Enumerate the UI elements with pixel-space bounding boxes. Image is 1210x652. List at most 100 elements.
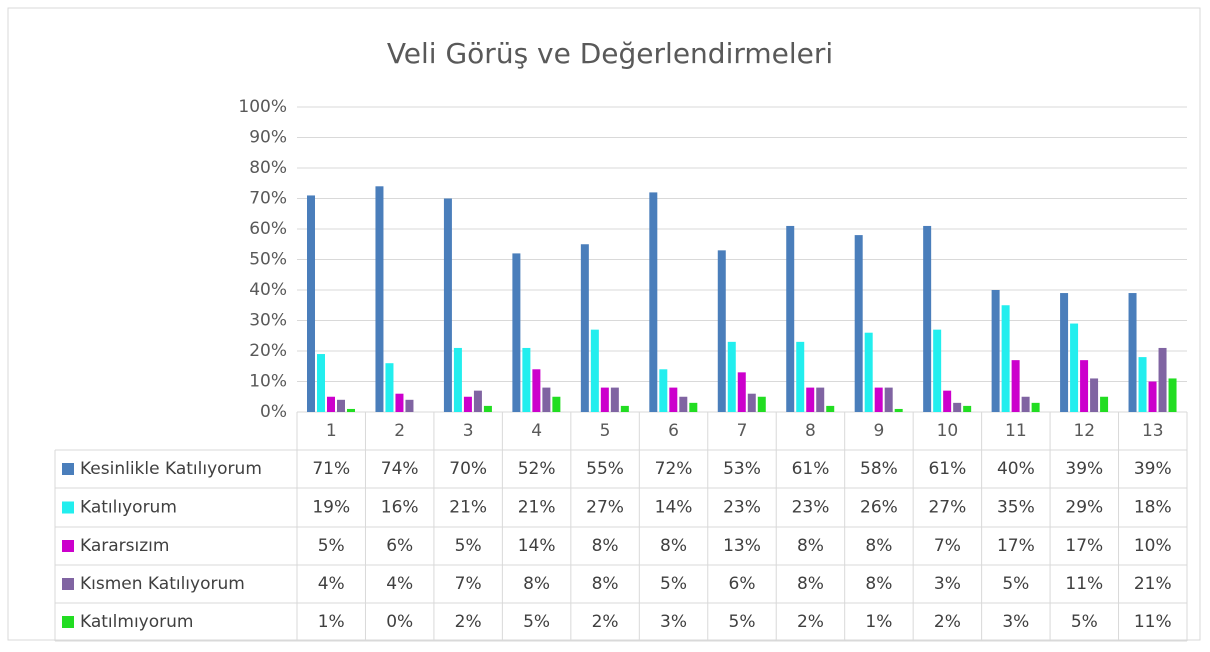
bar — [659, 369, 668, 412]
bar — [806, 387, 815, 412]
y-tick-label: 100% — [238, 97, 287, 117]
bar — [512, 253, 521, 412]
table-value: 21% — [449, 498, 487, 518]
bar — [943, 390, 952, 412]
table-value: 5% — [455, 536, 482, 556]
table-value: 23% — [723, 498, 761, 518]
table-value: 8% — [865, 574, 892, 594]
table-value: 27% — [928, 498, 966, 518]
table-value: 5% — [729, 612, 756, 632]
bar — [463, 396, 472, 412]
bar — [963, 405, 972, 412]
bar — [747, 393, 756, 412]
bar — [737, 372, 746, 412]
bar — [796, 341, 805, 412]
table-value: 8% — [865, 536, 892, 556]
legend-key — [62, 463, 74, 475]
bar — [580, 244, 589, 412]
table-value: 26% — [860, 498, 898, 518]
y-tick-label: 50% — [249, 250, 287, 270]
x-tick-label: 10 — [937, 421, 959, 441]
table-value: 35% — [997, 498, 1035, 518]
table-value: 70% — [449, 459, 487, 479]
bar — [1070, 323, 1079, 412]
x-tick-label: 2 — [394, 421, 405, 441]
table-value: 2% — [934, 612, 961, 632]
bar — [542, 387, 551, 412]
table-value: 2% — [797, 612, 824, 632]
bar — [854, 235, 863, 412]
table-value: 14% — [518, 536, 556, 556]
table-value: 1% — [318, 612, 345, 632]
table-value: 18% — [1134, 498, 1172, 518]
x-tick-label: 4 — [531, 421, 542, 441]
bar — [1138, 357, 1147, 412]
table-value: 74% — [381, 459, 419, 479]
bar — [1148, 381, 1157, 412]
table-value: 4% — [318, 574, 345, 594]
table-value: 5% — [1071, 612, 1098, 632]
table-value: 4% — [386, 574, 413, 594]
x-tick-label: 11 — [1005, 421, 1027, 441]
table-value: 6% — [386, 536, 413, 556]
table-value: 8% — [797, 574, 824, 594]
table-value: 11% — [1065, 574, 1103, 594]
x-tick-label: 9 — [874, 421, 885, 441]
table-value: 8% — [797, 536, 824, 556]
table-value: 61% — [792, 459, 830, 479]
table-value: 8% — [523, 574, 550, 594]
bar — [317, 354, 325, 412]
bar — [307, 195, 315, 412]
table-value: 19% — [312, 498, 350, 518]
bar — [600, 387, 609, 412]
legend-key — [62, 501, 74, 514]
x-tick-label: 3 — [463, 421, 474, 441]
table-value: 8% — [592, 536, 619, 556]
bar — [337, 399, 345, 412]
bar — [1080, 360, 1089, 412]
bar — [1168, 378, 1177, 412]
table-value: 17% — [1065, 536, 1103, 556]
bar — [347, 408, 355, 412]
legend-key — [62, 578, 74, 590]
table-value: 21% — [518, 498, 556, 518]
table-value: 3% — [934, 574, 961, 594]
table-value: 11% — [1134, 612, 1172, 632]
bar — [1060, 293, 1069, 412]
bar — [679, 396, 688, 412]
table-value: 39% — [1134, 459, 1172, 479]
legend-label: Katılmıyorum — [80, 612, 193, 632]
legend-label: Katılıyorum — [80, 498, 177, 518]
bar — [933, 329, 942, 412]
bar — [1021, 396, 1030, 412]
table-value: 2% — [455, 612, 482, 632]
bar — [923, 225, 932, 412]
x-tick-label: 8 — [805, 421, 816, 441]
table-value: 5% — [1002, 574, 1029, 594]
bar — [395, 393, 404, 412]
table-value: 21% — [1134, 574, 1172, 594]
bar — [483, 405, 492, 412]
bar — [522, 347, 531, 412]
bar — [1100, 396, 1109, 412]
table-value: 27% — [586, 498, 624, 518]
y-tick-label: 30% — [249, 311, 287, 331]
table-value: 1% — [865, 612, 892, 632]
bar — [620, 405, 629, 412]
table-value: 14% — [655, 498, 693, 518]
table-value: 2% — [592, 612, 619, 632]
table-value: 3% — [1002, 612, 1029, 632]
bar — [1001, 305, 1010, 412]
bar — [953, 402, 962, 412]
table-value: 71% — [312, 459, 350, 479]
table-value: 17% — [997, 536, 1035, 556]
bar — [884, 387, 893, 412]
bar — [1011, 360, 1020, 412]
y-tick-label: 10% — [249, 372, 287, 392]
bar — [649, 192, 658, 412]
x-tick-label: 5 — [600, 421, 611, 441]
bar — [1031, 402, 1040, 412]
table-value: 58% — [860, 459, 898, 479]
table-value: 5% — [318, 536, 345, 556]
bar — [757, 396, 766, 412]
